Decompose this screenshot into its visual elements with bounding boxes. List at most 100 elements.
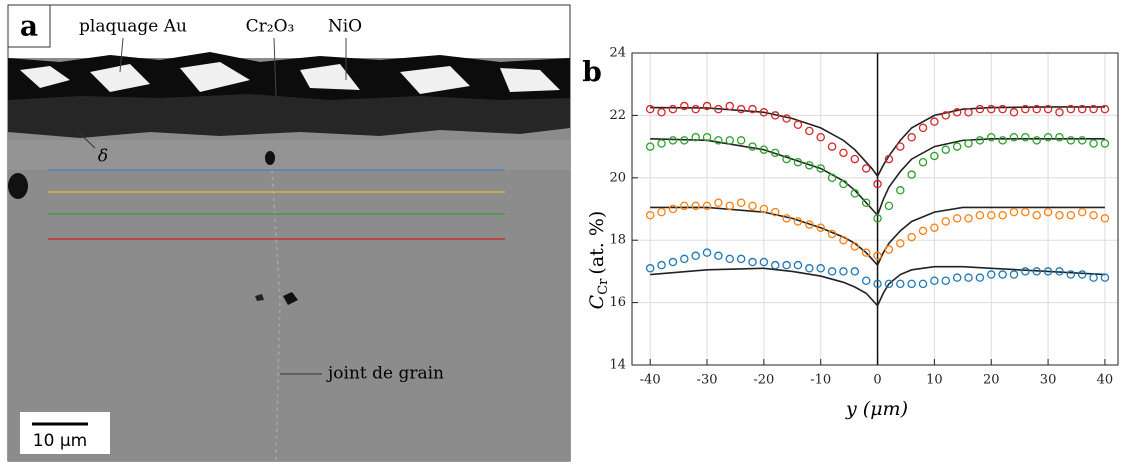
data-point [657, 260, 666, 270]
data-point [930, 151, 939, 161]
data-point [1055, 210, 1064, 220]
annotation: plaquage Au [79, 17, 187, 37]
data-point [896, 186, 905, 195]
data-point [668, 204, 678, 214]
data-point [907, 232, 916, 242]
data-point [850, 267, 860, 276]
data-point [941, 276, 951, 286]
data-point [918, 123, 928, 133]
data-point [782, 214, 791, 223]
data-point [793, 260, 803, 270]
fit-line [650, 265, 1105, 308]
data-point [748, 104, 757, 114]
data-point [1009, 207, 1019, 217]
data-point [645, 142, 655, 151]
data-point [986, 270, 996, 279]
data-point [1032, 267, 1041, 276]
data-point [702, 101, 712, 111]
data-point [827, 142, 837, 151]
data-point [827, 267, 837, 276]
data-point [1021, 104, 1030, 114]
data-point [816, 132, 825, 142]
data-point [975, 104, 985, 114]
data-point [907, 170, 916, 179]
data-point [896, 279, 905, 289]
data-point [1043, 104, 1053, 114]
data-point [975, 136, 985, 145]
plot: 14 16 18 20 22 24 -40 -30 -20 -10 0 10 20 30 40 [609, 46, 1119, 388]
data-point [952, 142, 962, 151]
data-point [952, 214, 962, 223]
data-point [1032, 104, 1041, 114]
data-point [1089, 273, 1098, 282]
data-point [1077, 207, 1087, 217]
data-point [702, 248, 712, 257]
data-point [930, 117, 939, 126]
data-point [873, 214, 882, 223]
data-point [918, 157, 928, 167]
data-point [1089, 139, 1098, 148]
data-point [782, 154, 791, 164]
data-point [998, 136, 1007, 145]
data-point [964, 214, 973, 223]
data-point [748, 257, 757, 267]
data-point [1100, 273, 1110, 282]
data-point [805, 264, 814, 273]
data-point [1066, 210, 1076, 220]
data-point [1009, 108, 1019, 117]
data-point [736, 104, 746, 114]
data-point [702, 132, 712, 142]
data-point [930, 223, 939, 232]
data-point [805, 161, 814, 170]
annotation: δ [98, 147, 108, 167]
data-point [793, 217, 803, 226]
data-point [1100, 139, 1110, 148]
data-point [952, 108, 962, 117]
data-point [884, 245, 894, 254]
data-point [930, 276, 939, 286]
data-point [884, 154, 894, 164]
data-point [873, 251, 882, 261]
annotation: Cr₂O₃ [246, 17, 295, 37]
data-point [805, 220, 814, 229]
data-point [986, 132, 996, 142]
annotation: joint de grain [326, 364, 444, 384]
data-point [680, 136, 689, 145]
data-point [805, 126, 814, 136]
data-point [1043, 267, 1053, 276]
data-point [850, 189, 860, 198]
data-point [907, 279, 916, 289]
y-tick-label: 18 [609, 233, 626, 248]
data-point [964, 273, 973, 282]
data-point [759, 204, 769, 214]
data-point [1032, 210, 1041, 220]
data-point [668, 136, 678, 145]
data-point [736, 136, 746, 145]
data-point [861, 276, 871, 286]
data-point [714, 198, 723, 208]
data-point [827, 173, 837, 183]
data-point [736, 254, 746, 264]
data-point [1021, 267, 1030, 276]
data-point [759, 145, 769, 154]
y-tick-label: 22 [609, 108, 626, 123]
data-point [1089, 104, 1098, 114]
plot-frame [631, 52, 1119, 366]
data-point [645, 104, 655, 114]
data-point [691, 132, 700, 142]
data-point [1066, 104, 1076, 114]
x-tick-label: 10 [926, 373, 943, 388]
data-point [1021, 132, 1030, 142]
data-point [1043, 207, 1053, 217]
data-point [1032, 136, 1041, 145]
x-tick-label: 0 [873, 373, 881, 388]
data-point [998, 270, 1007, 279]
data-point [1066, 136, 1076, 145]
data-point [782, 260, 791, 270]
data-point [1100, 104, 1110, 114]
y-tick-label: 20 [609, 170, 626, 185]
y-tick-label: 24 [609, 46, 626, 61]
data-point [725, 136, 735, 145]
data-point [907, 132, 916, 142]
